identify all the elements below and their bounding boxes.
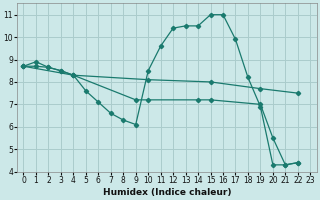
X-axis label: Humidex (Indice chaleur): Humidex (Indice chaleur) [103,188,231,197]
